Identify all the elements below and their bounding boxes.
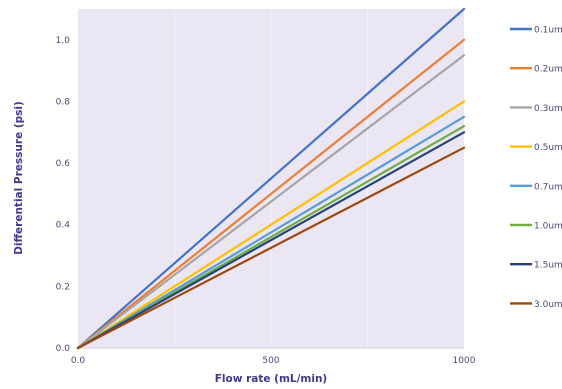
x-axis-ticks: 0.0 500 1000 <box>71 356 476 366</box>
legend: 0.1um 0.2um 0.3um 0.5um 0.7um 1.0um 1.5um 3.0um <box>510 26 562 310</box>
series-line-0-3um <box>76 54 466 350</box>
y-tick-label: 0.2 <box>56 282 70 292</box>
series-line-0-5um <box>76 100 466 350</box>
y-axis-title: Differential Pressure (psi) <box>13 101 25 255</box>
series-line-0-7um <box>76 115 466 350</box>
legend-label: 0.1um <box>534 26 562 36</box>
legend-label: 0.5um <box>534 143 562 153</box>
y-tick-label: 0.8 <box>56 97 71 107</box>
y-tick-label: 0.4 <box>56 221 71 231</box>
y-tick-label: 0.6 <box>56 159 71 169</box>
legend-label: 0.3um <box>534 104 562 114</box>
x-tick-label: 500 <box>262 356 279 366</box>
series-line-0-2um <box>76 38 466 350</box>
legend-label: 1.0um <box>534 222 562 232</box>
x-tick-label: 1000 <box>453 356 476 366</box>
x-axis-title: Flow rate (mL/min) <box>215 373 327 385</box>
series-line-3-0um <box>76 146 466 350</box>
legend-label: 0.2um <box>534 65 562 75</box>
y-tick-label: 0.0 <box>56 344 71 354</box>
series-line-0-1um <box>76 7 466 350</box>
legend-label: 1.5um <box>534 261 562 271</box>
y-tick-label: 1.0 <box>56 36 71 46</box>
legend-label: 0.7um <box>534 182 562 192</box>
series-line-1-5um <box>76 131 466 350</box>
legend-label: 3.0um <box>534 300 562 310</box>
series-lines <box>76 7 466 350</box>
y-axis-ticks: 0.0 0.2 0.4 0.6 0.8 1.0 <box>56 36 71 354</box>
x-tick-label: 0.0 <box>71 356 86 366</box>
